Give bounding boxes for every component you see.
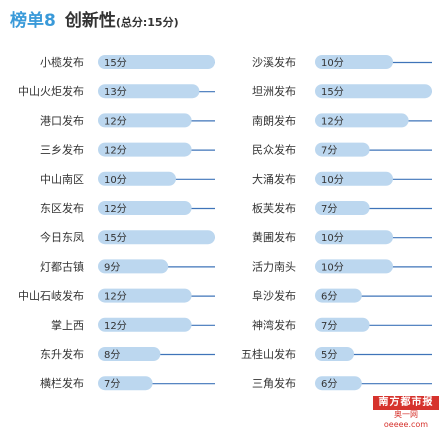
category-label: 板芙发布 — [252, 201, 296, 215]
score-label: 7分 — [321, 145, 337, 157]
score-label: 10分 — [321, 232, 344, 244]
score-bar — [98, 317, 192, 332]
category-label: 今日东凤 — [40, 230, 84, 244]
score-label: 10分 — [104, 174, 127, 186]
score-bar — [98, 230, 215, 245]
score-label: 15分 — [321, 86, 344, 98]
category-label: 坦洲发布 — [252, 84, 296, 98]
score-bar — [315, 376, 362, 391]
score-bar — [98, 84, 200, 99]
category-label: 小榄发布 — [40, 55, 84, 69]
score-bar — [98, 142, 192, 157]
total-score-note: (总分:15分) — [115, 16, 179, 29]
category-label: 掌上西 — [51, 318, 84, 332]
list-number: 榜单8 — [10, 11, 56, 31]
score-label: 12分 — [104, 320, 127, 332]
score-label: 12分 — [104, 291, 127, 303]
category-label: 中山南区 — [40, 173, 84, 186]
category-label: 三乡发布 — [40, 143, 84, 157]
newspaper-logo: 南方都市报 奥一网oeeee.com — [373, 396, 439, 429]
score-label: 10分 — [321, 261, 344, 273]
score-label: 10分 — [321, 57, 344, 69]
score-label: 7分 — [104, 378, 120, 390]
score-label: 7分 — [321, 320, 337, 332]
category-label: 黄圃发布 — [252, 230, 296, 244]
score-label: 6分 — [321, 378, 337, 390]
score-bar — [315, 171, 393, 186]
category-label: 大涌发布 — [252, 172, 296, 186]
score-bar — [98, 113, 192, 128]
category-label: 南朗发布 — [252, 113, 296, 127]
category-label: 港口发布 — [40, 113, 84, 127]
score-bar — [98, 376, 153, 391]
score-label: 5分 — [321, 349, 337, 361]
score-bar — [315, 347, 354, 361]
score-bar — [98, 171, 176, 186]
score-label: 12分 — [104, 145, 127, 157]
score-label: 12分 — [321, 115, 344, 127]
score-label: 13分 — [104, 86, 127, 98]
category-label: 民众发布 — [252, 143, 296, 157]
score-label: 9分 — [104, 261, 120, 273]
category-label: 五桂山发布 — [241, 347, 296, 361]
category-label: 活力南头 — [252, 260, 296, 273]
category-label: 阜沙发布 — [252, 289, 296, 303]
category-label: 灯都古镇 — [40, 259, 84, 273]
score-bar — [98, 288, 192, 303]
category-label: 中山火炬发布 — [18, 84, 84, 98]
score-bar — [315, 230, 393, 245]
category-label: 横栏发布 — [40, 376, 84, 390]
score-bar — [315, 113, 409, 128]
chart-title: 榜单8 创新性 (总分:15分) — [10, 6, 179, 32]
score-label: 7分 — [321, 203, 337, 215]
score-bar — [315, 142, 370, 157]
category-label: 东升发布 — [40, 347, 84, 361]
score-bar — [98, 55, 215, 69]
score-bar — [315, 84, 432, 99]
score-label: 6分 — [321, 291, 337, 303]
score-bar — [315, 55, 393, 69]
logo-name: 南方都市报 — [373, 396, 439, 410]
category-label: 三角发布 — [252, 376, 296, 390]
score-bar — [315, 201, 370, 215]
logo-tagline: 奥一网oeeee.com — [383, 410, 429, 429]
score-bar — [315, 259, 393, 274]
category-label: 沙溪发布 — [252, 55, 296, 69]
score-label: 8分 — [104, 349, 120, 361]
score-bar — [98, 347, 161, 361]
score-bar — [315, 288, 362, 303]
score-bar — [98, 201, 192, 215]
score-label: 10分 — [321, 174, 344, 186]
score-label: 12分 — [104, 203, 127, 215]
score-label: 15分 — [104, 232, 127, 244]
score-bar — [315, 317, 370, 332]
category-label: 神湾发布 — [252, 318, 296, 332]
score-label: 15分 — [104, 57, 127, 69]
score-label: 12分 — [104, 115, 127, 127]
category-label: 中山石岐发布 — [18, 289, 84, 303]
category-label: 东区发布 — [40, 201, 84, 215]
category-name: 创新性 — [64, 11, 116, 31]
score-bar — [98, 259, 169, 274]
